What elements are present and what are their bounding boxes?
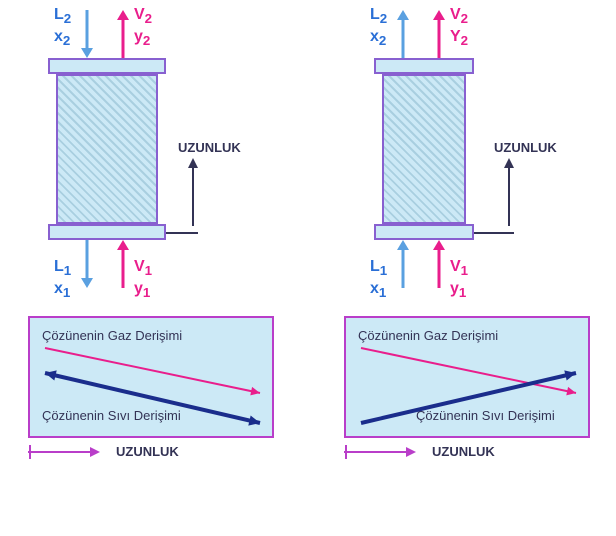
label-x1: x1 <box>370 280 386 300</box>
arrow-L2-up <box>396 10 410 60</box>
label-y1: y1 <box>450 280 466 300</box>
label-y1: y1 <box>134 280 150 300</box>
arrow-V2-up <box>432 10 446 60</box>
right-panel: L2 x2 V2 Y2 UZUNLUK L1 x1 V1 y1 <box>316 0 616 536</box>
column-bottom-cap <box>374 224 474 240</box>
column-top-cap <box>374 58 474 74</box>
column-body <box>56 74 158 224</box>
label-V1: V1 <box>450 258 468 278</box>
chart-x-axis-arrow <box>28 445 108 459</box>
chart-lines <box>30 318 276 440</box>
left-panel: L2 x2 V2 y2 UZUNLUK L1 x1 <box>0 0 300 536</box>
label-y2: y2 <box>134 28 150 48</box>
column-body <box>382 74 466 224</box>
arrow-L2-down <box>80 10 94 60</box>
uzunluk-arrow <box>186 158 200 228</box>
arrow-V2-up <box>116 10 130 60</box>
chart-box: Çözünenin Gaz Derişimi Çözünenin Sıvı De… <box>344 316 590 438</box>
arrow-V1-up <box>432 240 446 290</box>
label-x1: x1 <box>54 280 70 300</box>
uzunluk-tick <box>474 232 514 234</box>
uzunluk-label: UZUNLUK <box>178 140 241 155</box>
uzunluk-label: UZUNLUK <box>494 140 557 155</box>
label-x2: x2 <box>370 28 386 48</box>
column-bottom-cap <box>48 224 166 240</box>
uzunluk-arrow <box>502 158 516 228</box>
label-x2: x2 <box>54 28 70 48</box>
label-L2: L2 <box>54 6 71 26</box>
label-V2: V2 <box>134 6 152 26</box>
arrow-L1-up <box>396 240 410 290</box>
arrow-V1-up <box>116 240 130 290</box>
arrow-L1-down <box>80 240 94 290</box>
label-L1: L1 <box>54 258 71 278</box>
label-L1: L1 <box>370 258 387 278</box>
label-Y2: Y2 <box>450 28 468 48</box>
chart-x-label: UZUNLUK <box>432 444 495 459</box>
chart-lines <box>346 318 592 440</box>
label-V1: V1 <box>134 258 152 278</box>
chart-x-label: UZUNLUK <box>116 444 179 459</box>
label-L2: L2 <box>370 6 387 26</box>
column-top-cap <box>48 58 166 74</box>
chart-box: Çözünenin Gaz Derişimi Çözünenin Sıvı De… <box>28 316 274 438</box>
label-V2: V2 <box>450 6 468 26</box>
uzunluk-tick <box>166 232 198 234</box>
chart-x-axis-arrow <box>344 445 424 459</box>
